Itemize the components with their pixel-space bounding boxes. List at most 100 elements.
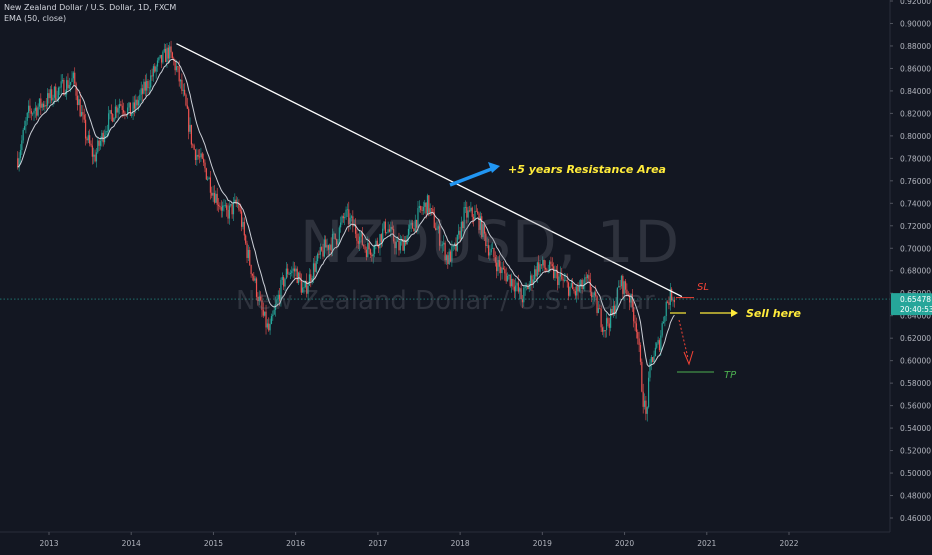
candle-body-10 <box>30 110 32 114</box>
candle-body-308 <box>435 227 437 230</box>
candle-body-255 <box>363 244 365 247</box>
candle-body-8 <box>28 105 30 113</box>
price-tick-label-6: 0.58000 <box>900 379 931 388</box>
price-badge-bg <box>891 293 932 316</box>
candle-body-11 <box>32 113 34 115</box>
time-tick-label-2: 2015 <box>204 539 223 548</box>
candle-body-369 <box>517 282 519 292</box>
candle-body-192 <box>277 294 279 300</box>
candle-body-242 <box>345 209 347 218</box>
candle-body-206 <box>296 268 298 284</box>
candle-body-455 <box>634 321 636 324</box>
candle-body-208 <box>299 272 301 280</box>
candle-body-459 <box>639 344 642 362</box>
candle-body-299 <box>422 206 424 211</box>
candle-body-440 <box>614 305 616 315</box>
candle-body-5 <box>23 126 26 130</box>
candle-body-342 <box>481 216 483 238</box>
candle-body-293 <box>414 219 416 232</box>
candle-body-437 <box>610 309 612 328</box>
candle-body-348 <box>489 252 491 256</box>
candle-body-212 <box>304 281 306 288</box>
candle-body-52 <box>87 135 89 141</box>
candle-body-38 <box>68 84 70 89</box>
candle-body-238 <box>340 222 342 228</box>
candle-body-358 <box>502 267 505 270</box>
candle-body-237 <box>338 227 340 241</box>
candle-body-63 <box>102 132 104 143</box>
candle-body-172 <box>250 264 252 275</box>
candle-body-72 <box>114 106 117 118</box>
candle-body-47 <box>80 112 83 117</box>
candle-body-189 <box>273 309 275 315</box>
candle-body-484 <box>673 299 675 303</box>
candle-body-137 <box>203 158 205 163</box>
candle-body-371 <box>520 288 522 299</box>
candle-body-217 <box>311 278 313 282</box>
candle-body-131 <box>194 149 197 161</box>
candle-body-68 <box>109 110 111 114</box>
candle-body-55 <box>91 145 93 157</box>
candle-body-148 <box>217 204 220 206</box>
candle-body-381 <box>534 269 536 280</box>
candle-body-362 <box>508 274 510 276</box>
candle-body-133 <box>197 154 199 157</box>
time-axis-panel <box>0 532 932 550</box>
candle-body-150 <box>220 207 222 211</box>
candle-body-132 <box>196 154 198 161</box>
candle-body-435 <box>607 318 609 324</box>
price-tick-label-5: 0.56000 <box>900 402 931 411</box>
candle-body-226 <box>323 239 325 257</box>
candle-body-292 <box>413 228 415 232</box>
candle-body-60 <box>98 140 100 146</box>
candle-body-227 <box>325 239 327 248</box>
candle-body-24 <box>49 89 51 99</box>
candle-body-256 <box>364 246 366 250</box>
candle-body-291 <box>411 222 414 229</box>
indicator-legend[interactable]: EMA (50, close) <box>4 14 67 23</box>
candle-body-423 <box>591 291 593 298</box>
candle-body-339 <box>477 211 479 214</box>
candle-body-451 <box>629 295 631 303</box>
candle-body-28 <box>55 86 57 100</box>
candle-body-398 <box>557 270 559 286</box>
candle-body-312 <box>440 245 442 247</box>
candle-body-316 <box>445 255 448 261</box>
candle-body-81 <box>127 107 129 115</box>
candle-body-185 <box>268 323 270 331</box>
candle-body-475 <box>661 323 663 336</box>
symbol-title[interactable]: New Zealand Dollar / U.S. Dollar, 1D, FX… <box>4 3 177 12</box>
candle-body-368 <box>516 282 518 286</box>
candle-body-75 <box>118 104 121 109</box>
candle-body-275 <box>390 226 392 232</box>
candle-body-424 <box>592 295 594 298</box>
candle-body-319 <box>449 251 452 262</box>
time-tick-label-1: 2014 <box>122 539 141 548</box>
candle-body-412 <box>576 286 578 296</box>
price-tick-label-21: 0.88000 <box>900 42 931 51</box>
candle-body-98 <box>150 75 152 88</box>
price-tick-label-2: 0.50000 <box>900 469 931 478</box>
candle-body-96 <box>147 81 149 89</box>
candle-body-366 <box>513 286 515 292</box>
price-tick-label-3: 0.52000 <box>900 447 931 456</box>
candle-body-201 <box>289 273 292 275</box>
candle-body-389 <box>544 267 547 270</box>
candle-body-164 <box>239 209 241 212</box>
candle-body-266 <box>378 245 380 249</box>
candle-body-294 <box>416 219 418 228</box>
candle-body-257 <box>365 249 368 258</box>
candle-body-307 <box>433 212 435 228</box>
candle-body-290 <box>410 222 412 225</box>
candle-body-90 <box>139 94 141 101</box>
candle-body-355 <box>498 259 500 267</box>
candle-body-467 <box>650 357 652 363</box>
candle-body-364 <box>510 278 513 287</box>
candle-body-91 <box>140 88 142 95</box>
candle-body-279 <box>395 241 397 249</box>
candle-body-213 <box>306 281 308 294</box>
candle-body-86 <box>133 102 136 109</box>
candle-body-378 <box>529 275 532 284</box>
